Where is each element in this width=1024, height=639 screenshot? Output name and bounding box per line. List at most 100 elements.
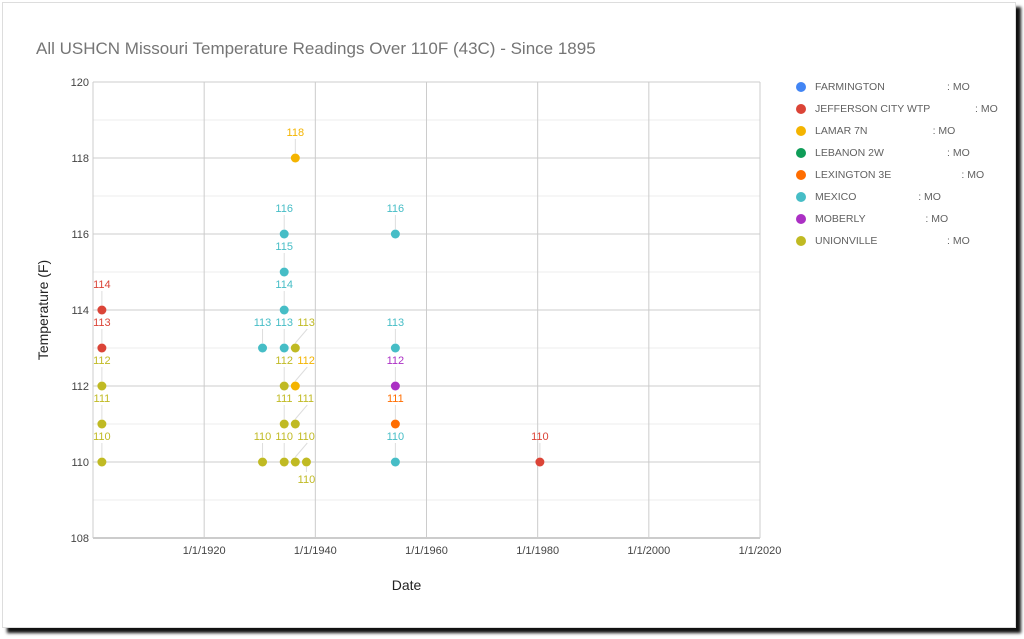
data-point bbox=[97, 457, 107, 467]
legend-label: UNIONVILLE bbox=[815, 235, 878, 247]
legend-marker-icon bbox=[796, 126, 806, 136]
data-label: 111 bbox=[94, 393, 111, 405]
data-label: 113 bbox=[387, 317, 405, 329]
data-label: 113 bbox=[254, 317, 272, 329]
y-tick-label: 112 bbox=[71, 381, 89, 393]
legend-marker-icon bbox=[796, 192, 806, 202]
data-point bbox=[290, 419, 300, 429]
legend-label: LAMAR 7N bbox=[815, 125, 868, 137]
legend-state: : MO bbox=[932, 125, 956, 137]
chart-title: All USHCN Missouri Temperature Readings … bbox=[36, 39, 596, 58]
legend-marker-icon bbox=[796, 236, 806, 246]
legend-marker-icon bbox=[796, 170, 806, 180]
legend-label: LEBANON 2W bbox=[815, 147, 884, 159]
legend-label: JEFFERSON CITY WTP bbox=[815, 103, 931, 115]
data-point bbox=[258, 457, 268, 467]
legend-state: : MO bbox=[947, 81, 970, 93]
data-point bbox=[279, 381, 289, 391]
legend-marker-icon bbox=[796, 148, 806, 158]
data-label: 110 bbox=[254, 431, 272, 443]
data-point bbox=[390, 419, 400, 429]
data-label: 116 bbox=[387, 203, 405, 215]
data-point bbox=[290, 153, 300, 163]
data-point bbox=[390, 381, 400, 391]
data-point bbox=[290, 381, 300, 391]
data-label: 110 bbox=[531, 431, 549, 443]
data-point bbox=[390, 343, 400, 353]
data-point bbox=[97, 343, 107, 353]
x-tick-label: 1/1/1960 bbox=[405, 545, 448, 557]
legend-item[interactable]: JEFFERSON CITY WTP: MO bbox=[796, 98, 998, 120]
data-point bbox=[290, 343, 300, 353]
legend-label: MOBERLY bbox=[815, 213, 866, 225]
data-label: 110 bbox=[387, 431, 405, 443]
data-label: 113 bbox=[275, 317, 293, 329]
legend-label: LEXINGTON 3E bbox=[815, 169, 892, 181]
legend-label: MEXICO bbox=[815, 191, 857, 203]
data-label-leader bbox=[294, 366, 308, 382]
data-label: 112 bbox=[387, 355, 405, 367]
data-point bbox=[97, 305, 107, 315]
data-point bbox=[301, 457, 311, 467]
legend-item[interactable]: MEXICO : MO bbox=[796, 186, 941, 208]
data-label: 110 bbox=[298, 474, 316, 486]
x-tick-label: 1/1/2000 bbox=[627, 545, 670, 557]
legend-item[interactable]: LEXINGTON 3E : MO bbox=[796, 164, 984, 186]
data-label: 111 bbox=[276, 393, 293, 405]
data-point bbox=[279, 343, 289, 353]
data-point bbox=[279, 229, 289, 239]
data-label: 114 bbox=[93, 279, 111, 291]
legend-state: : MO bbox=[918, 191, 941, 203]
data-point bbox=[279, 419, 289, 429]
y-tick-label: 114 bbox=[71, 305, 89, 317]
data-label: 110 bbox=[93, 431, 111, 443]
legend-state: : MO bbox=[925, 213, 949, 225]
legend-item[interactable]: MOBERLY : MO bbox=[796, 208, 948, 230]
legend-marker-icon bbox=[796, 214, 806, 224]
legend-label: FARMINGTON bbox=[815, 81, 885, 93]
data-label-leader bbox=[294, 328, 308, 344]
data-point bbox=[97, 419, 107, 429]
data-label: 114 bbox=[275, 279, 293, 291]
x-tick-label: 1/1/1920 bbox=[183, 545, 226, 557]
y-tick-label: 110 bbox=[71, 457, 89, 469]
y-axis-title: Temperature (F) bbox=[35, 260, 51, 360]
data-point bbox=[279, 267, 289, 277]
data-point bbox=[290, 457, 300, 467]
data-label: 112 bbox=[297, 355, 315, 367]
data-label: 110 bbox=[297, 431, 315, 443]
legend-state: : MO bbox=[947, 235, 970, 247]
data-label: 112 bbox=[93, 355, 111, 367]
data-label: 118 bbox=[287, 127, 305, 139]
data-point bbox=[279, 457, 289, 467]
data-point bbox=[279, 305, 289, 315]
x-tick-label: 1/1/2020 bbox=[739, 545, 782, 557]
data-label-leader bbox=[294, 404, 308, 420]
legend-state: : MO bbox=[961, 169, 985, 181]
data-label-leader bbox=[294, 442, 308, 458]
x-tick-label: 1/1/1940 bbox=[294, 545, 337, 557]
y-tick-label: 120 bbox=[71, 77, 89, 89]
data-point bbox=[390, 229, 400, 239]
legend: FARMINGTON: MO JEFFERSON CITY WTP: MO LAMA… bbox=[796, 76, 998, 252]
y-tick-label: 118 bbox=[71, 153, 89, 165]
data-label: 113 bbox=[93, 317, 111, 329]
legend-item[interactable]: LAMAR 7N : MO bbox=[796, 120, 955, 142]
legend-item[interactable]: FARMINGTON : MO bbox=[796, 76, 970, 98]
legend-state: : MO bbox=[947, 147, 970, 159]
chart-card: All USHCN Missouri Temperature Readings … bbox=[2, 2, 1016, 628]
x-axis-title: Date bbox=[392, 577, 422, 593]
data-point bbox=[535, 457, 545, 467]
data-label: 110 bbox=[275, 431, 293, 443]
data-label: 113 bbox=[297, 317, 315, 329]
data-label: 116 bbox=[275, 203, 293, 215]
data-label: 111 bbox=[297, 393, 314, 405]
legend-item[interactable]: UNIONVILLE : MO bbox=[796, 230, 970, 252]
data-point bbox=[97, 381, 107, 391]
legend-item[interactable]: LEBANON 2W : MO bbox=[796, 142, 970, 164]
data-point bbox=[390, 457, 400, 467]
legend-marker-icon bbox=[796, 82, 806, 92]
data-point bbox=[258, 343, 268, 353]
y-tick-label: 116 bbox=[71, 229, 89, 241]
